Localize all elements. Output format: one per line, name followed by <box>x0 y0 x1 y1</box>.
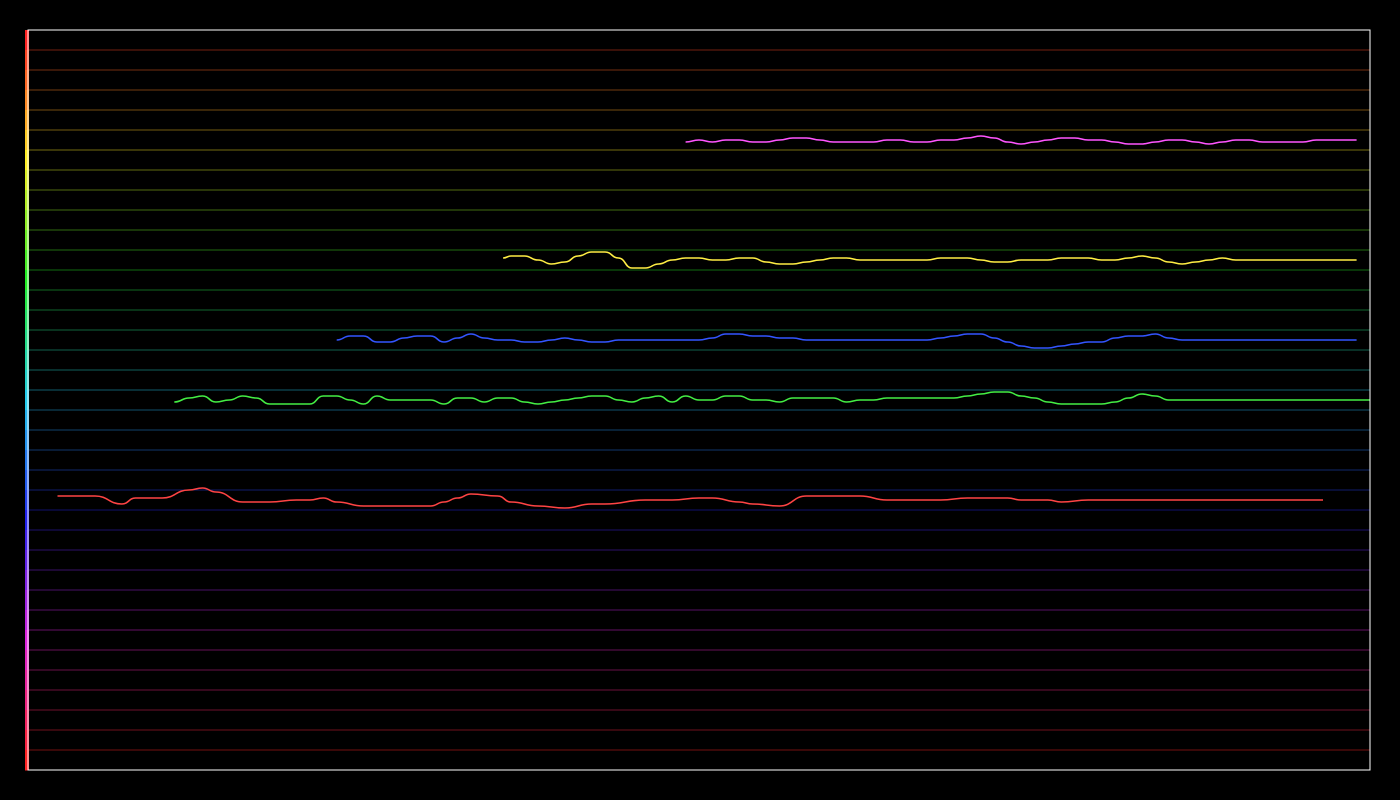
color-band-strip <box>25 30 29 771</box>
color-band-segment <box>25 170 29 191</box>
color-band-segment <box>25 330 29 351</box>
color-band-segment <box>25 210 29 231</box>
color-band-segment <box>25 410 29 431</box>
color-band-segment <box>25 70 29 91</box>
color-band-segment <box>25 110 29 131</box>
color-band-segment <box>25 510 29 531</box>
color-band-segment <box>25 130 29 151</box>
color-band-segment <box>25 710 29 731</box>
color-band-segment <box>25 750 29 771</box>
color-band-segment <box>25 610 29 631</box>
color-band-segment <box>25 290 29 311</box>
series-layer <box>57 135 1370 509</box>
color-band-segment <box>25 550 29 571</box>
color-band-segment <box>25 570 29 591</box>
color-band-segment <box>25 30 29 51</box>
color-band-segment <box>25 250 29 271</box>
color-band-segment <box>25 90 29 111</box>
color-band-segment <box>25 150 29 171</box>
color-band-segment <box>25 530 29 551</box>
color-band-segment <box>25 270 29 291</box>
color-band-segment <box>25 730 29 751</box>
color-band-segment <box>25 190 29 211</box>
color-band-segment <box>25 230 29 251</box>
series-line-5 <box>685 135 1357 145</box>
color-band-segment <box>25 670 29 691</box>
color-band-segment <box>25 650 29 671</box>
color-band-segment <box>25 470 29 491</box>
series-line-2 <box>174 391 1370 405</box>
plot-frame <box>27 29 1371 771</box>
color-band-segment <box>25 310 29 331</box>
color-band-segment <box>25 630 29 651</box>
color-band-segment <box>25 50 29 71</box>
color-band-segment <box>25 590 29 611</box>
color-band-segment <box>25 370 29 391</box>
gridlines <box>28 49 1370 751</box>
color-band-segment <box>25 350 29 371</box>
color-band-segment <box>25 450 29 471</box>
color-band-segment <box>25 490 29 511</box>
color-band-segment <box>25 390 29 411</box>
series-line-3 <box>336 333 1357 349</box>
color-band-segment <box>25 690 29 711</box>
series-line-4 <box>503 251 1357 269</box>
color-band-segment <box>25 430 29 451</box>
series-line-1 <box>57 487 1323 509</box>
